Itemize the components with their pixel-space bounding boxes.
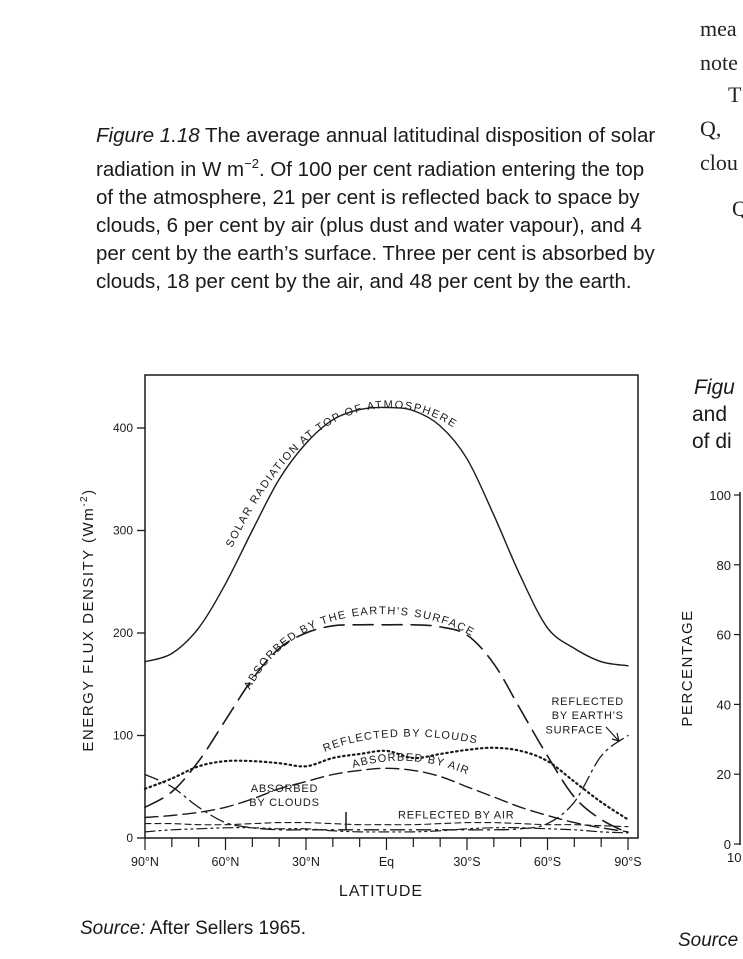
y-tick-label-300: 300	[113, 524, 133, 538]
y-tick-label-100: 100	[113, 729, 133, 743]
right-column-text-4: Q,	[700, 116, 722, 141]
caption-superscript: −2	[244, 156, 259, 171]
y-axis-label-sup: -2	[79, 495, 90, 507]
series-line-0	[144, 406, 629, 667]
right-column-text-5: clou	[700, 150, 738, 175]
annotation-4: BY CLOUDS	[249, 797, 320, 809]
right-column-text-2: note	[700, 50, 738, 75]
x-tick-label-5: 60°S	[534, 855, 561, 869]
y-axis-label-main: ENERGY FLUX DENSITY (Wm	[80, 507, 97, 752]
right-column-text-1: mea	[700, 16, 737, 41]
y-tick-label-0: 0	[126, 831, 133, 845]
source-label: Source:	[80, 918, 146, 939]
annotation-3: ABSORBED	[251, 783, 319, 795]
series-line-6	[144, 821, 629, 828]
x-tick-label-4: 30°S	[453, 855, 480, 869]
source-text: After Sellers 1965.	[149, 918, 307, 939]
annotation-0: REFLECTED	[551, 696, 624, 708]
x-axis: 90°N 60°N 30°N Eq 30°S 60°S 90°S	[131, 838, 642, 869]
right-figure-source: Source	[678, 930, 739, 951]
right-tick-label-1: 80	[717, 558, 731, 573]
x-tick-label-0: 90°N	[131, 855, 159, 869]
y-tick-label-200: 200	[113, 626, 133, 640]
series-line-2	[143, 746, 630, 821]
figure-caption: Figure 1.18 The average annual latitudin…	[96, 122, 666, 296]
caption-text: The average annual latitudinal dispositi…	[96, 124, 656, 181]
x-tick-label-6: 90°S	[614, 855, 641, 869]
right-figure-ylabel: PERCENTAGE	[679, 609, 696, 726]
reflected-surface-arrow	[605, 726, 620, 742]
right-tick-label-2: 60	[717, 628, 731, 643]
right-column-text-6: Q	[732, 196, 743, 221]
right-figure-caption-1: Figu	[694, 376, 735, 399]
annotation-5: REFLECTED BY AIR	[398, 810, 515, 822]
annotations: REFLECTED BY EARTH'S SURFACE ABSORBED BY CLO…	[249, 696, 624, 822]
series-line-3	[144, 767, 629, 833]
series-line-5	[144, 827, 629, 834]
x-tick-label-3: Eq	[379, 855, 394, 869]
right-tick-label-3: 40	[717, 697, 731, 712]
series-layer	[143, 406, 630, 834]
annotation-1: BY EARTH'S	[552, 710, 624, 722]
right-figure-xtick-first: 10	[727, 850, 741, 865]
series-line-4	[144, 734, 629, 831]
right-tick-label-0: 100	[709, 488, 731, 503]
annotation-2: SURFACE	[546, 724, 604, 736]
y-tick-label-400: 400	[113, 421, 133, 435]
figure-label: Figure 1.18	[96, 124, 200, 147]
source-note: Source: After Sellers 1965.	[80, 918, 306, 940]
y-axis-label: ENERGY FLUX DENSITY (Wm-2)	[79, 488, 97, 751]
caption-text-2: . Of 100 per cent radiation entering the…	[96, 157, 655, 293]
right-figure-caption-3: of di	[692, 430, 732, 453]
right-column-text-3: T	[728, 82, 742, 107]
x-axis-label: LATITUDE	[339, 883, 423, 900]
series-line-1	[144, 623, 629, 834]
y-axis-label-end: )	[80, 488, 97, 495]
right-tick-label-4: 20	[717, 767, 731, 782]
x-tick-label-2: 30°N	[292, 855, 320, 869]
right-figure-caption-2: and	[692, 403, 728, 426]
right-figure-ticks: 100 80 60 40 20 0	[709, 488, 740, 852]
x-tick-label-1: 60°N	[212, 855, 240, 869]
right-tick-label-5: 0	[724, 837, 731, 852]
plot-frame	[144, 374, 639, 839]
y-axis: 0 100 200 300 400	[113, 421, 145, 845]
